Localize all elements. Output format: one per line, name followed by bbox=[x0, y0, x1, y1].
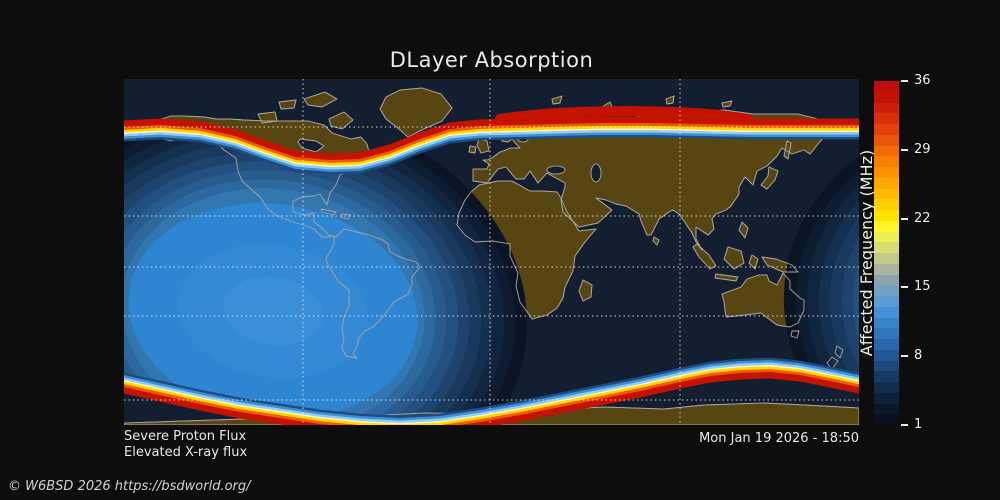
colorbar-segment bbox=[874, 253, 899, 264]
caspian-sea bbox=[590, 163, 602, 183]
colorbar-segment bbox=[874, 306, 899, 318]
black-sea bbox=[546, 165, 566, 175]
land-ellesmere-island bbox=[303, 91, 338, 108]
colorbar-segment bbox=[874, 102, 899, 114]
land-sulawesi bbox=[748, 254, 759, 270]
colorbar-segment bbox=[874, 124, 899, 135]
colorbar-segment bbox=[874, 349, 899, 361]
land-baffin-island bbox=[328, 111, 354, 130]
colorbar-tick-label: 29 bbox=[914, 141, 931, 157]
status-annotations: Severe Proton Flux Elevated X-ray flux bbox=[124, 429, 247, 461]
land-severnaya-zemlya bbox=[665, 95, 675, 105]
land-victoria-island bbox=[257, 111, 278, 124]
land-japan bbox=[760, 166, 779, 190]
land-arctic-island bbox=[278, 99, 297, 110]
colorbar-segment bbox=[874, 188, 899, 200]
colorbar-tick-mark bbox=[901, 424, 908, 426]
colorbar-tick-mark bbox=[901, 148, 908, 151]
land-sakhalin bbox=[783, 140, 792, 160]
land-ireland bbox=[468, 145, 477, 154]
map-gridlines bbox=[124, 79, 859, 425]
land-new-siberian-islands bbox=[721, 100, 733, 108]
land-north-america bbox=[147, 115, 378, 238]
land-java bbox=[714, 273, 739, 282]
land-svalbard bbox=[551, 95, 563, 105]
copyright: © W6BSD 2026 https://bsdworld.org/ bbox=[8, 479, 251, 494]
land-cuba bbox=[320, 208, 337, 216]
land-britain bbox=[476, 138, 490, 154]
colorbar-tick-label: 1 bbox=[914, 417, 923, 432]
colorbar-segment bbox=[874, 328, 899, 339]
colorbar-segment bbox=[874, 231, 899, 243]
colorbar-segment bbox=[874, 242, 899, 253]
colorbar-tick-mark bbox=[901, 217, 908, 220]
colorbar-tick-mark bbox=[901, 80, 908, 82]
land-madagascar bbox=[578, 279, 593, 302]
colorbar-segment bbox=[874, 81, 899, 92]
world-map-svg bbox=[124, 79, 859, 425]
land-sri-lanka bbox=[652, 236, 660, 246]
colorbar-segment bbox=[874, 274, 899, 286]
colorbar-segment bbox=[874, 285, 899, 296]
land-africa bbox=[456, 180, 597, 320]
land-tasmania bbox=[790, 330, 800, 339]
colorbar-segment bbox=[874, 91, 899, 103]
land-sumatra bbox=[692, 243, 717, 270]
colorbar-tick-label: 15 bbox=[914, 279, 931, 295]
status-xray-flux: Elevated X-ray flux bbox=[124, 445, 248, 460]
colorbar-segment bbox=[874, 317, 899, 329]
colorbar-segment bbox=[874, 360, 899, 372]
colorbar-segment bbox=[874, 414, 899, 425]
colorbar-segment bbox=[874, 113, 899, 124]
status-proton-flux: Severe Proton Flux bbox=[124, 429, 247, 444]
colorbar-tick-mark bbox=[901, 355, 908, 358]
land-greenland bbox=[379, 87, 453, 138]
colorbar-segment bbox=[874, 263, 899, 275]
colorbar-segment bbox=[874, 392, 899, 404]
colorbar-gradient bbox=[874, 81, 899, 425]
land-australia bbox=[721, 272, 805, 328]
timestamp: Mon Jan 19 2026 - 18:50 bbox=[699, 431, 859, 446]
colorbar-segment bbox=[874, 199, 899, 210]
land-new-guinea bbox=[761, 256, 799, 273]
colorbar-segment bbox=[874, 382, 899, 393]
land-borneo bbox=[723, 246, 745, 270]
land-philippines bbox=[738, 221, 749, 239]
hudson-bay bbox=[297, 138, 325, 153]
colorbar-segment bbox=[874, 220, 899, 232]
colorbar-segment bbox=[874, 339, 899, 350]
colorbar-axis-label: Affected Frequency (MHz) bbox=[857, 149, 876, 357]
page-title: DLayer Absorption bbox=[389, 48, 594, 72]
colorbar-segment bbox=[874, 167, 899, 178]
colorbar-segment bbox=[874, 403, 899, 415]
colorbar-segment bbox=[874, 296, 899, 307]
land-south-america bbox=[325, 228, 421, 359]
colorbar-segment bbox=[874, 210, 899, 221]
colorbar-tick-mark bbox=[901, 286, 908, 289]
world-map bbox=[124, 79, 859, 425]
colorbar-segment bbox=[874, 134, 899, 146]
colorbar-segment bbox=[874, 177, 899, 189]
colorbar-segment bbox=[874, 371, 899, 382]
colorbar-tick-label: 8 bbox=[914, 348, 923, 364]
colorbar-segment bbox=[874, 156, 899, 167]
colorbar-tick-label: 22 bbox=[914, 210, 931, 226]
colorbar-segment bbox=[874, 145, 899, 157]
colorbar-tick-label: 36 bbox=[914, 73, 931, 88]
